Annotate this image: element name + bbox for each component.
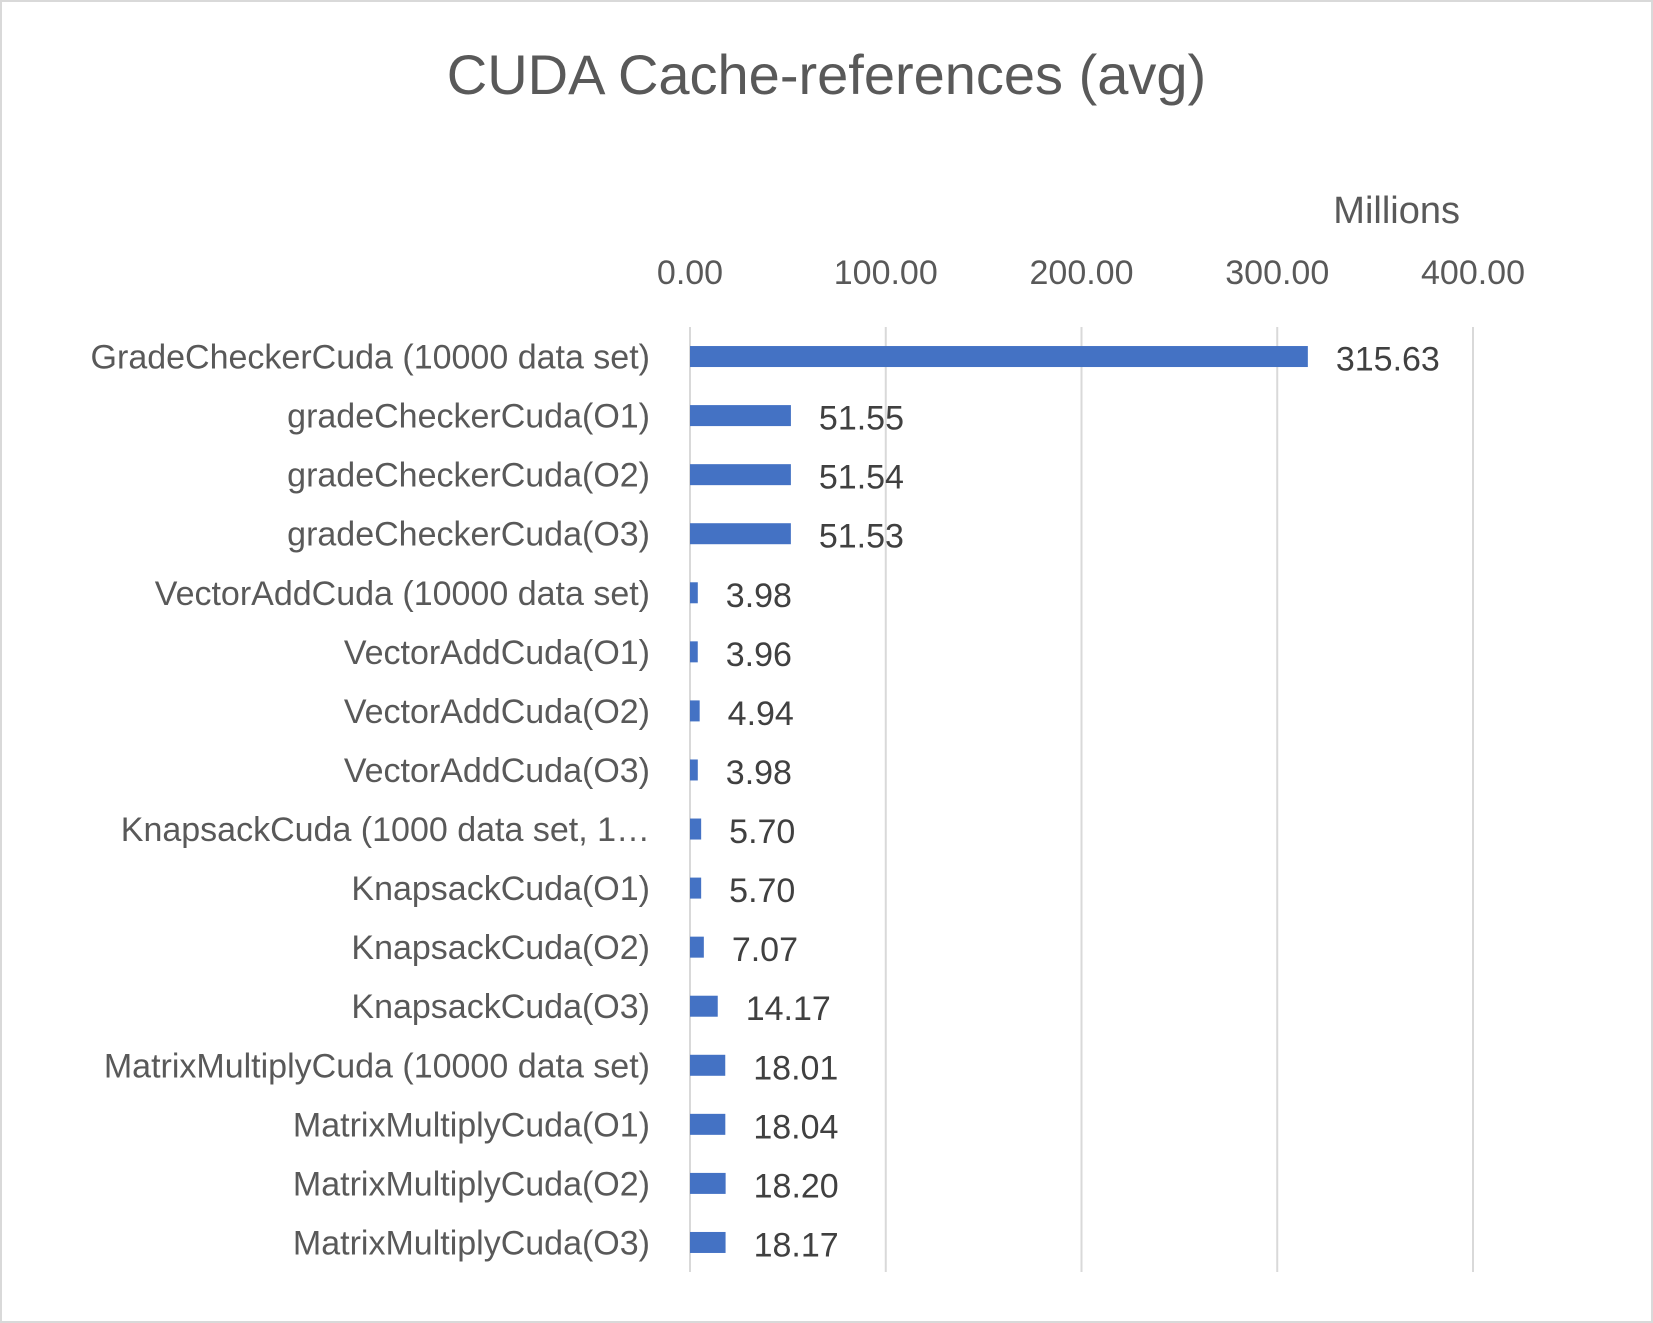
category-label: MatrixMultiplyCuda(O1) [293,1106,650,1144]
bar [690,346,1308,368]
data-label: 5.70 [729,813,795,851]
data-label: 315.63 [1336,341,1440,379]
bar [690,759,698,781]
data-label: 3.96 [726,636,792,674]
category-label: VectorAddCuda (10000 data set) [155,575,650,613]
category-label: MatrixMultiplyCuda(O3) [293,1224,650,1262]
category-label: KnapsackCuda(O3) [351,988,650,1026]
category-label: MatrixMultiplyCuda(O2) [293,1165,650,1203]
data-label: 51.55 [819,400,904,438]
category-label: VectorAddCuda(O2) [344,693,650,731]
bar [690,936,704,958]
category-label: KnapsackCuda(O2) [351,929,650,967]
bar [690,818,702,840]
bar [690,523,791,545]
data-labels: 315.63 51.55 51.54 51.53 3.98 3.96 4.94 3.98 5.7… [726,341,1440,1265]
units-label: Millions [1333,190,1460,232]
bar [690,582,698,604]
category-label: GradeCheckerCuda (10000 data set) [91,339,650,377]
category-label: gradeCheckerCuda(O1) [287,398,650,436]
x-tick-label: 200.00 [1030,254,1134,292]
bar [690,1054,726,1076]
data-label: 5.70 [729,872,795,910]
x-tick-label: 300.00 [1225,254,1329,292]
data-label: 18.01 [753,1049,838,1087]
chart-title: CUDA Cache-references (avg) [446,43,1207,106]
x-tick-label: 400.00 [1421,254,1525,292]
data-label: 18.17 [754,1226,839,1264]
data-label: 51.53 [819,518,904,556]
data-label: 4.94 [728,695,794,733]
category-label: KnapsackCuda (1000 data set, 1… [121,811,650,849]
x-tick-label: 100.00 [834,254,938,292]
bar [690,1113,726,1135]
data-label: 18.20 [754,1167,839,1205]
data-label: 7.07 [732,931,798,969]
data-label: 3.98 [726,754,792,792]
bar [690,700,700,722]
category-label: gradeCheckerCuda(O3) [287,516,650,554]
data-label: 18.04 [753,1108,838,1146]
bar [690,405,791,427]
bar [690,995,718,1017]
category-label: MatrixMultiplyCuda (10000 data set) [104,1047,650,1085]
data-label: 51.54 [819,459,904,497]
bar [690,464,791,486]
bar [690,1172,726,1194]
bar [690,877,702,899]
bar [690,1231,726,1253]
bar [690,641,698,663]
category-label: VectorAddCuda(O1) [344,634,650,672]
category-label: KnapsackCuda(O1) [351,870,650,908]
axis-tick-labels: 0.00 100.00 200.00 300.00 400.00 [657,254,1525,292]
data-label: 3.98 [726,577,792,615]
x-tick-label: 0.00 [657,254,723,292]
category-label: gradeCheckerCuda(O2) [287,457,650,495]
category-label: VectorAddCuda(O3) [344,752,650,790]
bars [690,346,1308,1253]
data-label: 14.17 [746,990,831,1028]
category-labels: GradeCheckerCuda (10000 data set) gradeCh… [91,339,650,1263]
